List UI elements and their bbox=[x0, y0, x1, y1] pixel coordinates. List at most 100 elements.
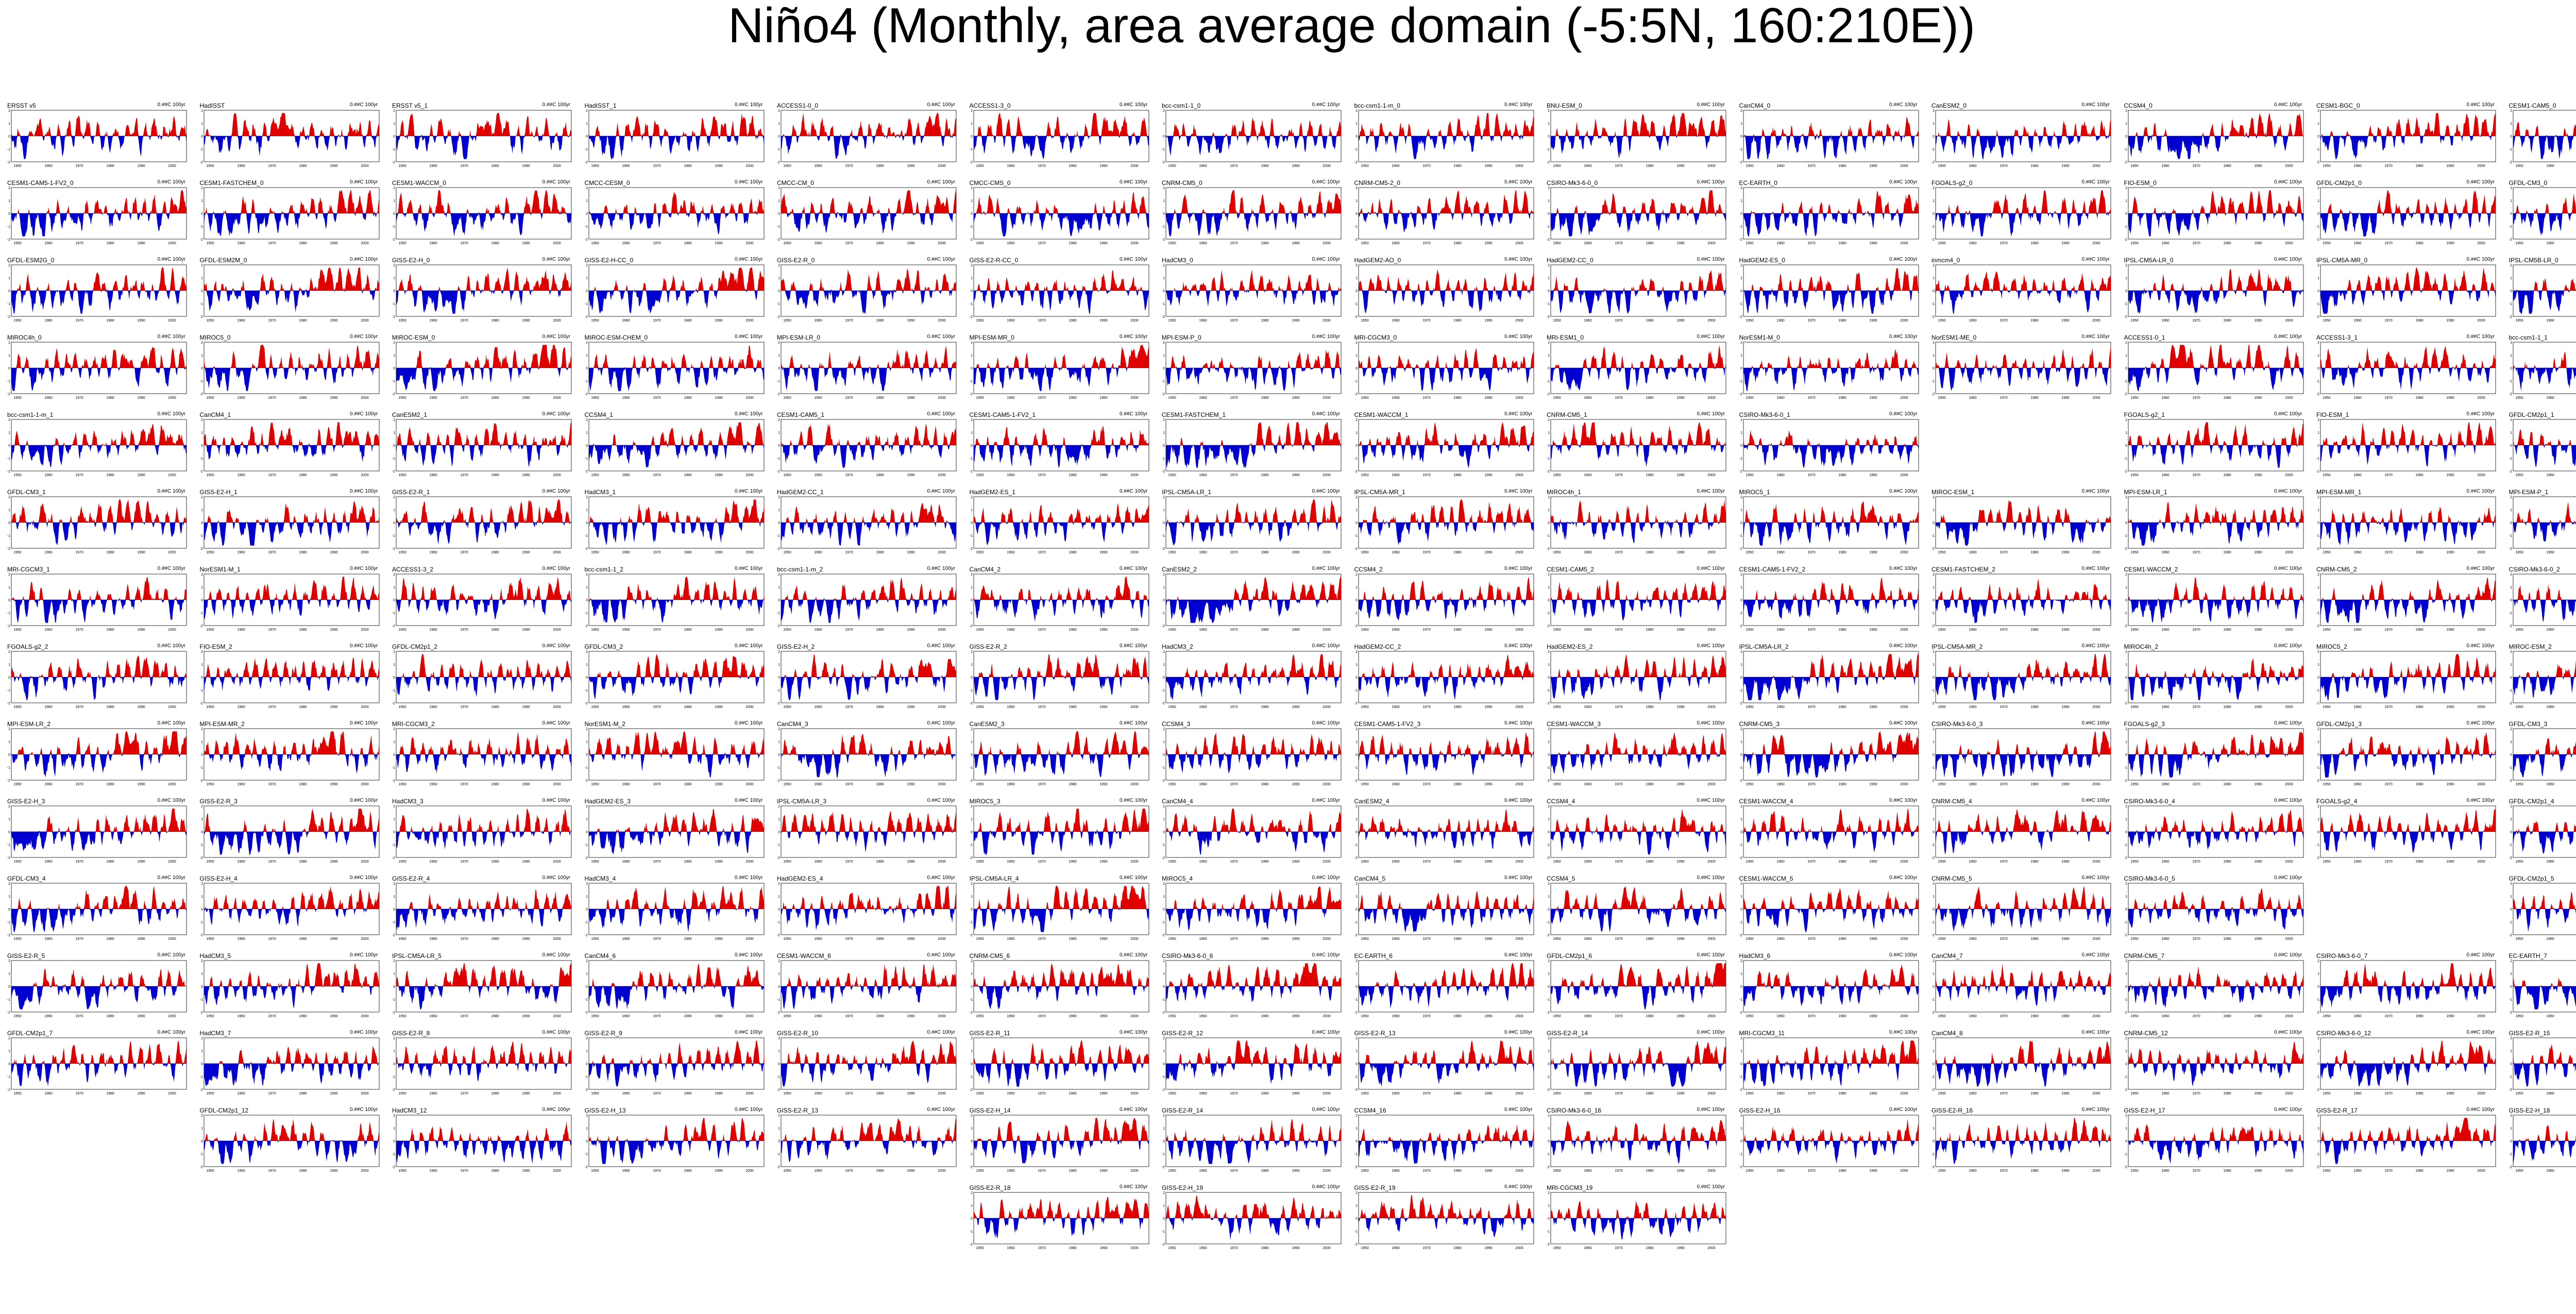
x-tick-label: 1970 bbox=[845, 319, 853, 323]
x-tick-label: 2000 bbox=[361, 1015, 369, 1018]
y-tick-label: 1 bbox=[1548, 740, 1550, 744]
panel-giss-e2-r-12: GISS-E2-R_12 0.##C 100yr -2 -1 0 1 2 1950 1960 19… bbox=[1160, 1030, 1342, 1105]
series-negative-area bbox=[1166, 754, 1341, 774]
y-tick-label: 0 bbox=[2125, 1140, 2127, 1143]
y-tick-label: 0 bbox=[971, 521, 973, 525]
series-negative-area bbox=[1743, 368, 1919, 391]
y-tick-label: -1 bbox=[2316, 998, 2319, 1002]
x-tick-label: 1970 bbox=[460, 1092, 468, 1096]
x-tick-label: 1980 bbox=[2415, 1169, 2424, 1173]
y-tick-label: -2 bbox=[1354, 702, 1357, 705]
x-tick-label: 1970 bbox=[1038, 937, 1046, 941]
y-tick-label: 0 bbox=[201, 212, 203, 216]
x-tick-label: 2000 bbox=[1323, 396, 1331, 400]
x-tick-label: 1980 bbox=[876, 242, 884, 245]
panel-title: FGOALS-g2_4 bbox=[2316, 798, 2358, 805]
series-positive-area bbox=[1936, 190, 2111, 213]
x-tick-label: 1950 bbox=[1938, 860, 1946, 864]
x-tick-label: 2000 bbox=[1515, 705, 1523, 709]
y-tick-label: 2 bbox=[2510, 109, 2512, 113]
y-tick-label: -2 bbox=[1739, 856, 1742, 860]
y-tick-label: 0 bbox=[2510, 135, 2512, 139]
series-negative-area bbox=[2320, 677, 2496, 700]
series-positive-area bbox=[1936, 886, 2111, 909]
y-tick-label: -2 bbox=[777, 702, 780, 705]
x-tick-label: 1980 bbox=[684, 1015, 692, 1018]
y-tick-label: 1 bbox=[1548, 122, 1550, 126]
y-tick-label: -2 bbox=[392, 238, 395, 242]
x-tick-label: 1970 bbox=[653, 164, 661, 168]
panel-title: CESM1-FASTCHEM_2 bbox=[1931, 566, 1996, 573]
x-tick-label: 1990 bbox=[1869, 783, 1877, 786]
y-tick-label: -1 bbox=[392, 998, 395, 1002]
y-tick-label: -2 bbox=[1547, 161, 1550, 164]
y-tick-label: 0 bbox=[2510, 521, 2512, 525]
x-tick-label: 1960 bbox=[1007, 1246, 1015, 1250]
x-tick-label: 1990 bbox=[522, 396, 530, 400]
y-tick-label: -1 bbox=[2316, 1153, 2319, 1156]
series-negative-area bbox=[1358, 1064, 1534, 1087]
y-tick-label: -1 bbox=[969, 148, 972, 151]
y-tick-label: -2 bbox=[7, 934, 10, 937]
x-tick-label: 1950 bbox=[1745, 628, 1754, 632]
y-tick-label: 0 bbox=[1548, 135, 1550, 139]
y-tick-label: 2 bbox=[1163, 496, 1165, 499]
panel-trend-label: 0.##C 100yr bbox=[735, 1030, 763, 1035]
x-tick-label: 1980 bbox=[1261, 319, 1269, 323]
x-tick-label: 1950 bbox=[1361, 474, 1369, 477]
panel-giss-e2-h-19: GISS-E2-H_19 0.##C 100yr -2 -1 0 1 2 1950 1960 19… bbox=[1160, 1184, 1342, 1259]
y-tick-label: -2 bbox=[584, 779, 587, 783]
x-tick-label: 1990 bbox=[715, 164, 723, 168]
x-tick-label: 1950 bbox=[2130, 783, 2139, 786]
y-tick-label: -2 bbox=[969, 856, 972, 860]
panel-trend-label: 0.##C 100yr bbox=[157, 720, 185, 726]
panel-giss-e2-h-13: GISS-E2-H_13 0.##C 100yr -2 -1 0 1 2 1950 1960 19… bbox=[583, 1107, 765, 1182]
y-tick-label: -1 bbox=[1547, 844, 1550, 847]
x-tick-label: 1960 bbox=[1584, 164, 1592, 168]
y-tick-label: -2 bbox=[2509, 1088, 2512, 1092]
x-tick-label: 1970 bbox=[460, 937, 468, 941]
x-tick-label: 1950 bbox=[1745, 1015, 1754, 1018]
y-tick-label: -1 bbox=[777, 766, 780, 770]
x-tick-label: 1950 bbox=[2515, 164, 2523, 168]
series-positive-area bbox=[11, 731, 187, 754]
y-tick-label: 1 bbox=[2125, 586, 2127, 589]
x-tick-label: 1980 bbox=[2415, 705, 2424, 709]
series-negative-area bbox=[11, 677, 187, 700]
y-tick-label: 2 bbox=[201, 187, 203, 190]
panel-bnu-esm-0: BNU-ESM_0 0.##C 100yr -2 -1 0 1 2 1950 1960 1970 1… bbox=[1545, 102, 1727, 177]
panel-title: MPI-ESM-P_1 bbox=[2509, 488, 2549, 496]
x-tick-label: 1970 bbox=[1422, 783, 1431, 786]
y-tick-label: -1 bbox=[1931, 921, 1935, 924]
y-tick-label: 1 bbox=[8, 509, 10, 512]
x-tick-label: 1950 bbox=[2130, 551, 2139, 554]
panel-bcc-csm1-1-2: bcc-csm1-1_2 0.##C 100yr -2 -1 0 1 2 1950 1960 19… bbox=[583, 566, 765, 641]
x-tick-label: 1960 bbox=[1969, 1092, 1977, 1096]
series-positive-area bbox=[588, 808, 764, 832]
x-tick-label: 2000 bbox=[938, 1092, 946, 1096]
x-tick-label: 1970 bbox=[460, 1169, 468, 1173]
y-tick-label: 1 bbox=[2510, 972, 2512, 976]
y-tick-label: 0 bbox=[778, 753, 780, 757]
series-positive-area bbox=[1166, 808, 1341, 832]
series-positive-area bbox=[1358, 577, 1534, 600]
y-tick-label: -1 bbox=[7, 457, 10, 461]
panel-giss-e2-r-9: GISS-E2-R_9 0.##C 100yr -2 -1 0 1 2 1950 1960 197… bbox=[583, 1030, 765, 1105]
y-tick-label: 2 bbox=[1163, 728, 1165, 731]
x-tick-label: 1960 bbox=[1199, 705, 1207, 709]
y-tick-label: -1 bbox=[1354, 148, 1357, 151]
series-positive-area bbox=[11, 1040, 187, 1064]
x-tick-label: 1960 bbox=[1199, 1246, 1207, 1250]
x-tick-label: 2000 bbox=[553, 1169, 561, 1173]
y-tick-label: -1 bbox=[969, 534, 972, 538]
y-tick-label: 0 bbox=[2125, 135, 2127, 139]
x-tick-label: 2000 bbox=[168, 937, 176, 941]
x-tick-label: 1950 bbox=[13, 474, 22, 477]
y-tick-label: -1 bbox=[1931, 1075, 1935, 1079]
y-tick-label: 2 bbox=[1355, 418, 1358, 422]
y-tick-label: -2 bbox=[392, 393, 395, 396]
x-tick-label: 1980 bbox=[491, 1092, 499, 1096]
x-tick-label: 1990 bbox=[522, 860, 530, 864]
panel-trend-label: 0.##C 100yr bbox=[2081, 179, 2110, 185]
